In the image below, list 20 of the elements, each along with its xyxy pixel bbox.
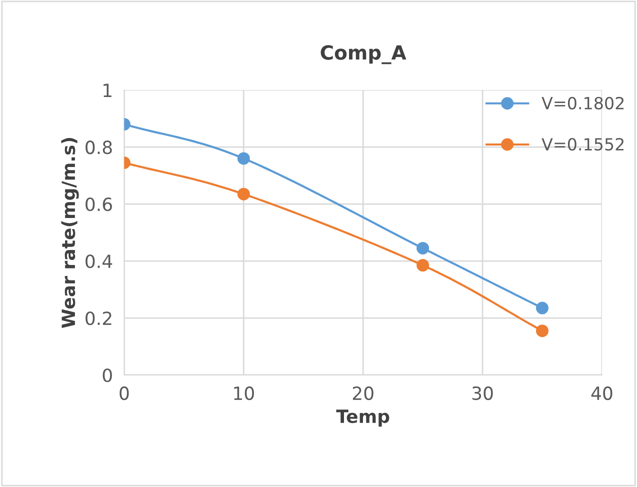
point: [536, 302, 548, 314]
y-tick-label: 0.8: [86, 140, 112, 154]
y-tick-label: 0.2: [86, 311, 112, 326]
point: [536, 324, 548, 338]
legend-label: V=0.1802: [542, 96, 624, 110]
x-tick-label: 10: [234, 386, 254, 400]
point: [416, 259, 430, 272]
y-tick-label: 0: [102, 368, 112, 382]
x-tick-label: 20: [352, 386, 374, 400]
y-tick-label: 0.4: [86, 254, 112, 268]
x-tick-label: 0: [120, 386, 129, 400]
point: [416, 242, 430, 254]
chart-title: Comp_A: [320, 45, 406, 64]
x-tick-label: 40: [591, 386, 612, 400]
x-axis-title: Temp: [336, 410, 390, 427]
y-axis-title: Wear rate(mg/m.s): [61, 138, 79, 328]
legend-label: V=0.1552: [542, 138, 624, 151]
x-tick-label: 30: [472, 386, 493, 400]
y-tick-label: 0.6: [86, 198, 112, 212]
y-tick-label: 1: [104, 84, 112, 97]
